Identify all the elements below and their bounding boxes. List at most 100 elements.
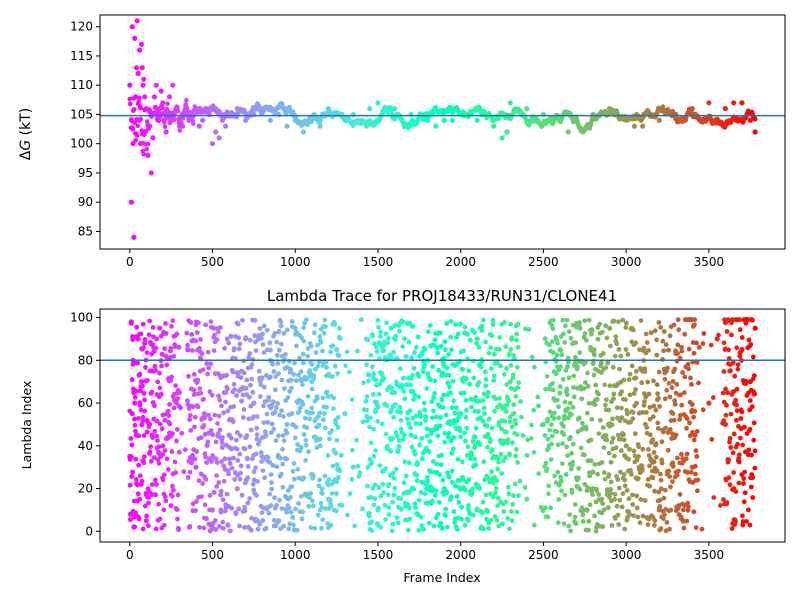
lambda-data-point [255,432,260,437]
lambda-data-point [602,507,607,512]
lambda-data-point [404,474,409,479]
lambda-data-point [506,491,511,496]
lambda-data-point [651,404,656,409]
lambda-data-point [208,361,213,366]
lambda-data-point [690,402,695,407]
lambda-data-point [311,473,316,478]
lambda-data-point [160,426,165,431]
lambda-data-point [327,437,332,442]
lambda-data-point [386,512,391,517]
lambda-data-point [481,527,486,532]
lambda-data-point [612,497,617,502]
lambda-data-point [651,476,656,481]
lambda-data-point [656,396,661,401]
lambda-data-point [369,528,374,533]
lambda-data-point [254,426,259,431]
lambda-data-point [398,366,403,371]
lambda-data-point [294,344,299,349]
lambda-data-point [485,394,490,399]
lambda-data-point [680,349,685,354]
lambda-data-point [316,364,321,369]
lambda-data-point [336,475,341,480]
lambda-data-point [170,318,175,323]
delta-g-data-point [140,65,145,70]
lambda-data-point [652,523,657,528]
lambda-data-point [514,338,519,343]
lambda-data-point [456,332,461,337]
lambda-data-point [345,349,350,354]
lambda-data-point [668,508,673,513]
lambda-data-point [141,345,146,350]
delta-g-data-point [129,200,134,205]
lambda-data-point [474,426,479,431]
lambda-data-point [325,390,330,395]
lambda-data-point [518,479,523,484]
lambda-data-point [645,425,650,430]
lambda-data-point [449,451,454,456]
lambda-data-point [636,476,641,481]
lambda-data-point [663,396,668,401]
delta-g-x-tick-label: 1500 [363,255,394,269]
lambda-data-point [463,488,468,493]
lambda-data-point [269,503,274,508]
lambda-data-point [582,453,587,458]
lambda-data-point [282,386,287,391]
delta-g-data-point [640,124,645,129]
lambda-data-point [391,415,396,420]
lambda-data-point [275,353,280,358]
lambda-data-point [751,355,756,360]
lambda-data-point [183,447,188,452]
lambda-data-point [504,366,509,371]
lambda-data-point [556,520,561,525]
lambda-data-point [543,433,548,438]
lambda-data-point [192,425,197,430]
lambda-data-point [491,378,496,383]
lambda-data-point [334,491,339,496]
delta-g-data-point [165,102,170,107]
lambda-data-point [231,419,236,424]
lambda-data-point [498,364,503,369]
lambda-data-point [323,474,328,479]
lambda-data-point [639,380,644,385]
lambda-data-point [617,367,622,372]
lambda-data-point [576,466,581,471]
lambda-data-point [382,376,387,381]
lambda-data-point [390,522,395,527]
lambda-data-point [660,439,665,444]
lambda-data-point [565,392,570,397]
lambda-data-point [129,454,134,459]
lambda-data-point [732,374,737,379]
lambda-data-point [667,474,672,479]
lambda-data-point [577,416,582,421]
lambda-data-point [438,521,443,526]
lambda-data-point [193,415,198,420]
lambda-data-point [216,480,221,485]
lambda-data-point [492,373,497,378]
delta-g-data-point [128,102,133,107]
delta-g-data-point [217,135,222,140]
lambda-data-point [646,522,651,527]
lambda-data-point [300,517,305,522]
lambda-data-point [622,472,627,477]
lambda-data-point [588,502,593,507]
lambda-data-point [162,523,167,528]
lambda-data-point [718,503,723,508]
lambda-data-point [463,523,468,528]
lambda-data-point [306,449,311,454]
lambda-data-point [148,444,153,449]
lambda-data-point [458,322,463,327]
lambda-data-point [667,527,672,532]
lambda-data-point [416,395,421,400]
lambda-data-point [215,421,220,426]
lambda-data-point [695,488,700,493]
lambda-data-point [670,479,675,484]
lambda-data-point [454,405,459,410]
lambda-data-point [300,382,305,387]
lambda-data-point [507,526,512,531]
lambda-data-point [200,481,205,486]
lambda-data-point [624,321,629,326]
lambda-data-point [129,321,134,326]
lambda-data-point [147,424,152,429]
lambda-data-point [209,459,214,464]
lambda-data-point [696,478,701,483]
